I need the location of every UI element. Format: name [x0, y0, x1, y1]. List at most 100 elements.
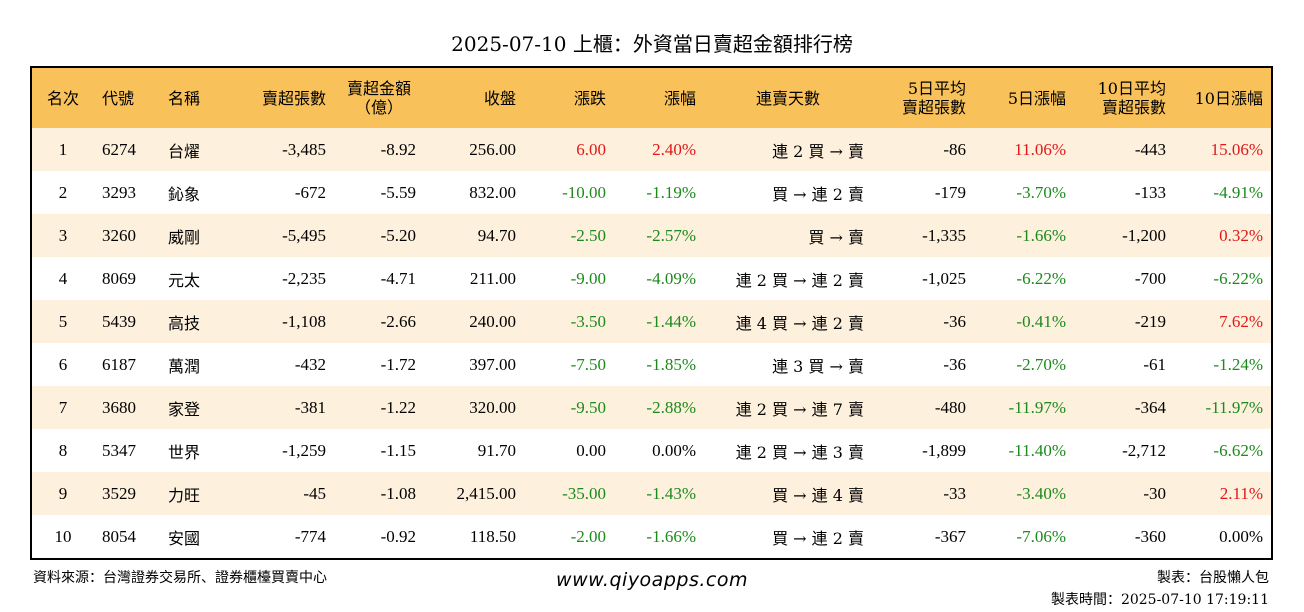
cell-code: 8069 [102, 268, 136, 288]
cell-name: 威剛 [168, 227, 201, 247]
page-title: 2025-07-10 上櫃：外資當日賣超金額排行榜 [451, 32, 853, 56]
cell-chg5: -7.06% [1016, 526, 1066, 546]
cell-chg5: -1.66% [1016, 225, 1066, 245]
data-source: 資料來源：台灣證券交易所、證券櫃檯買賣中心 [33, 570, 327, 586]
cell-change-pct: 0.00% [652, 440, 696, 460]
header-avg5[interactable]: 5日平均 賣超張數 [872, 68, 974, 128]
cell-code: 3293 [102, 182, 136, 202]
ranking-table-container: 名次 代號 名稱 賣超張數 賣超金額 （億） 收盤 漲跌 漲幅 連賣天數 5日平… [30, 66, 1273, 560]
cell-sell-shares: -2,235 [282, 268, 326, 288]
cell-change-pct: -1.19% [646, 182, 696, 202]
cell-change: -2.00 [570, 526, 606, 546]
table-row[interactable]: 2 3293 鈊象 -672 -5.59 832.00 -10.00 -1.19% 買 → 連 … [32, 171, 1271, 214]
cell-avg10: -443 [1134, 139, 1166, 159]
header-close[interactable]: 收盤 [483, 88, 516, 108]
table-row[interactable]: 8 5347 世界 -1,259 -1.15 91.70 0.00 0.00% 連 2 買 → … [32, 429, 1271, 472]
header-chg10[interactable]: 10日漲幅 [1194, 88, 1263, 108]
header-avg10-line2: 賣超張數 [1101, 98, 1166, 117]
table-row[interactable]: 10 8054 安國 -774 -0.92 118.50 -2.00 -1.66% 買 → 連 … [32, 515, 1271, 558]
cell-chg10: 2.11% [1219, 483, 1263, 503]
header-sell-shares[interactable]: 賣超張數 [261, 88, 326, 108]
cell-streak: 連 2 買 → 連 2 賣 [735, 270, 864, 290]
table-row[interactable]: 4 8069 元太 -2,235 -4.71 211.00 -9.00 -4.09% 連 2 買… [32, 257, 1271, 300]
cell-sell-shares: -3,485 [282, 139, 326, 159]
cell-chg5: 11.06% [1014, 139, 1066, 159]
table-row[interactable]: 5 5439 高技 -1,108 -2.66 240.00 -3.50 -1.44% 連 4 買… [32, 300, 1271, 343]
cell-code: 3260 [102, 225, 136, 245]
cell-chg10: -11.97% [1205, 397, 1263, 417]
cell-sell-shares: -45 [303, 483, 326, 503]
cell-change: -9.00 [570, 268, 606, 288]
cell-chg5: -3.40% [1016, 483, 1066, 503]
cell-avg10: -133 [1134, 182, 1166, 202]
table-row[interactable]: 1 6274 台燿 -3,485 -8.92 256.00 6.00 2.40% 連 2 買 →… [32, 128, 1271, 171]
cell-chg10: 15.06% [1210, 139, 1263, 159]
cell-change-pct: -1.43% [646, 483, 696, 503]
header-chg5[interactable]: 5日漲幅 [1007, 88, 1066, 108]
cell-streak: 連 2 買 → 連 7 賣 [735, 399, 864, 419]
cell-close: 2,415.00 [456, 483, 517, 503]
cell-code: 5347 [102, 440, 136, 460]
cell-streak: 買 → 賣 [808, 227, 864, 247]
cell-avg10: -700 [1134, 268, 1166, 288]
cell-avg10: -2,712 [1122, 440, 1166, 460]
cell-streak: 連 2 買 → 賣 [772, 141, 864, 161]
cell-name: 台燿 [168, 141, 201, 161]
cell-sell-shares: -381 [294, 397, 326, 417]
cell-code: 3680 [102, 397, 136, 417]
header-sell-amount[interactable]: 賣超金額 （億） [334, 68, 424, 128]
cell-name: 鈊象 [168, 184, 201, 204]
header-avg10[interactable]: 10日平均 賣超張數 [1074, 68, 1174, 128]
cell-streak: 買 → 連 2 賣 [772, 528, 864, 548]
cell-streak: 連 2 買 → 連 3 賣 [735, 442, 864, 462]
cell-close: 397.00 [469, 354, 516, 374]
cell-sell-amount: -8.92 [380, 139, 416, 159]
cell-name: 萬潤 [168, 356, 201, 376]
table-header-row: 名次 代號 名稱 賣超張數 賣超金額 （億） 收盤 漲跌 漲幅 連賣天數 5日平… [32, 68, 1271, 128]
cell-streak: 連 4 買 → 連 2 賣 [735, 313, 864, 333]
cell-avg5: -86 [943, 139, 966, 159]
header-change[interactable]: 漲跌 [573, 88, 606, 108]
table-row[interactable]: 9 3529 力旺 -45 -1.08 2,415.00 -35.00 -1.43% 買 → 連… [32, 472, 1271, 515]
table-row[interactable]: 7 3680 家登 -381 -1.22 320.00 -9.50 -2.88% 連 2 買 →… [32, 386, 1271, 429]
cell-avg5: -1,025 [922, 268, 966, 288]
cell-avg5: -36 [943, 311, 966, 331]
cell-chg10: -4.91% [1213, 182, 1263, 202]
cell-chg10: -6.62% [1213, 440, 1263, 460]
cell-rank: 1 [58, 139, 68, 159]
cell-change-pct: -1.44% [646, 311, 696, 331]
cell-name: 高技 [168, 313, 201, 333]
cell-change: 6.00 [576, 139, 606, 159]
cell-chg5: -2.70% [1016, 354, 1066, 374]
cell-sell-shares: -672 [294, 182, 326, 202]
header-avg5-line1: 5日平均 [907, 79, 966, 98]
cell-close: 240.00 [469, 311, 516, 331]
cell-sell-shares: -5,495 [282, 225, 326, 245]
header-rank[interactable]: 名次 [46, 88, 79, 108]
cell-change: -10.00 [562, 182, 606, 202]
cell-change-pct: -2.57% [646, 225, 696, 245]
header-streak[interactable]: 連賣天數 [755, 88, 820, 108]
cell-sell-amount: -5.59 [380, 182, 416, 202]
header-change-pct[interactable]: 漲幅 [663, 88, 696, 108]
header-sell-amount-line2: （億） [354, 98, 403, 117]
cell-sell-shares: -1,259 [282, 440, 326, 460]
cell-chg5: -11.40% [1008, 440, 1066, 460]
header-code[interactable]: 代號 [102, 88, 135, 108]
cell-sell-shares: -1,108 [282, 311, 326, 331]
cell-rank: 7 [58, 397, 68, 417]
cell-close: 94.70 [477, 225, 516, 245]
header-name[interactable]: 名稱 [168, 88, 201, 108]
cell-rank: 8 [58, 440, 68, 460]
cell-change-pct: -1.85% [646, 354, 696, 374]
cell-close: 91.70 [477, 440, 516, 460]
cell-name: 世界 [168, 442, 201, 462]
cell-rank: 4 [58, 268, 68, 288]
cell-code: 5439 [102, 311, 136, 331]
table-row[interactable]: 6 6187 萬潤 -432 -1.72 397.00 -7.50 -1.85% 連 3 買 →… [32, 343, 1271, 386]
website-link[interactable]: www.qiyoapps.com [556, 569, 748, 591]
cell-close: 832.00 [469, 182, 516, 202]
cell-close: 118.50 [469, 526, 516, 546]
cell-avg5: -1,899 [922, 440, 966, 460]
table-row[interactable]: 3 3260 威剛 -5,495 -5.20 94.70 -2.50 -2.57% 買 → 賣 -… [32, 214, 1271, 257]
